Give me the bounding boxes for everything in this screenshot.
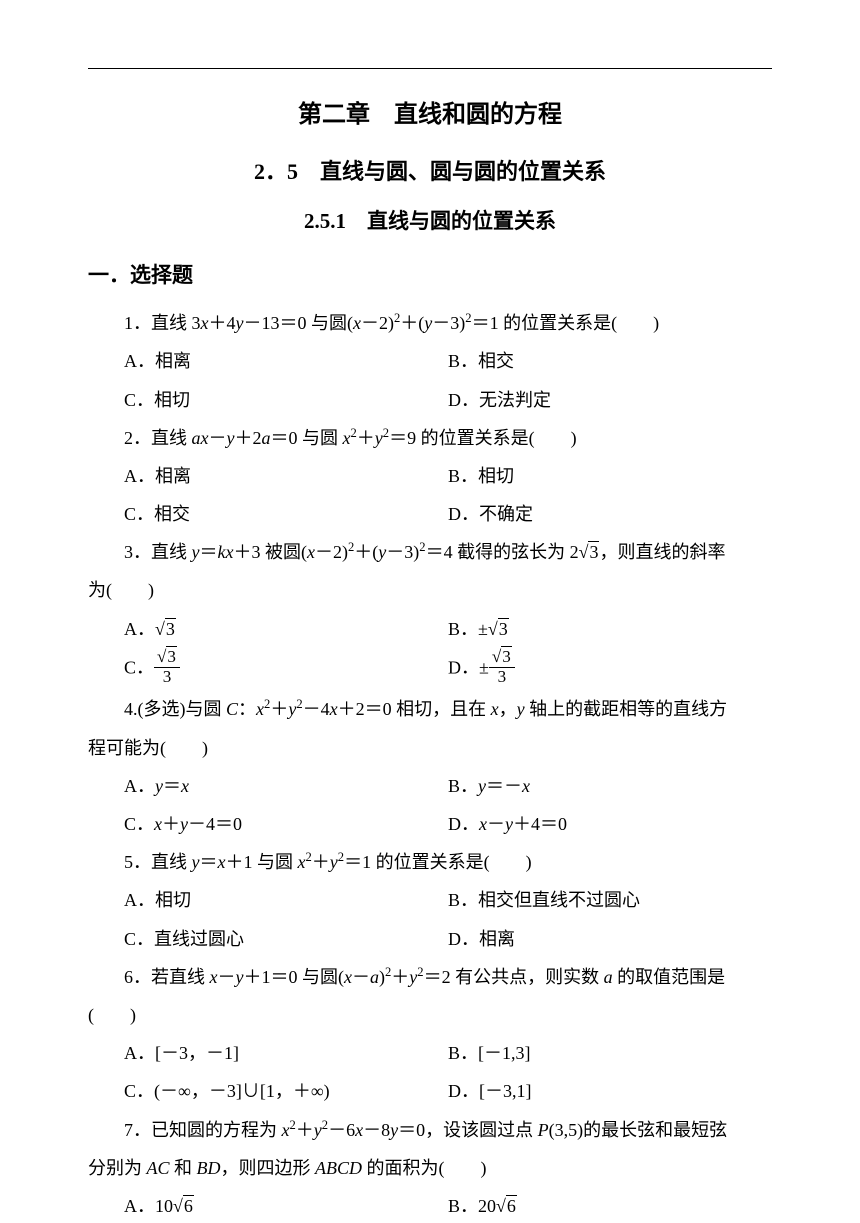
option: B．相切	[448, 459, 772, 493]
option: A．相离	[124, 344, 448, 378]
option: B．相交但直线不过圆心	[448, 883, 772, 917]
question-stem: 3．直线 y＝kx＋3 被圆(x－2)2＋(y－3)2＝4 截得的弦长为 2√3…	[88, 535, 772, 569]
question-stem: 4.(多选)与圆 C：x2＋y2－4x＋2＝0 相切，且在 x，y 轴上的截距相…	[88, 692, 772, 726]
question-continuation: 为( )	[88, 573, 772, 607]
option: D．±√33	[448, 650, 772, 689]
chapter-title: 第二章 直线和圆的方程	[88, 93, 772, 139]
question-stem: 2．直线 ax－y＋2a＝0 与圆 x2＋y2＝9 的位置关系是( )	[88, 421, 772, 455]
part-heading: 一．选择题	[88, 256, 772, 296]
option-row: C．相交D．不确定	[124, 497, 772, 531]
option-row: A．y＝xB．y＝－x	[124, 769, 772, 803]
option: C．(－∞，－3]∪[1，＋∞)	[124, 1074, 448, 1108]
option: D．[－3,1]	[448, 1074, 772, 1108]
option: B．±√3	[448, 612, 772, 646]
questions: 1．直线 3x＋4y－13＝0 与圆(x－2)2＋(y－3)2＝1 的位置关系是…	[88, 306, 772, 1223]
question-stem: 6．若直线 x－y＋1＝0 与圆(x－a)2＋y2＝2 有公共点，则实数 a 的…	[88, 960, 772, 994]
option-row: C．相切D．无法判定	[124, 383, 772, 417]
option: B．相交	[448, 344, 772, 378]
question-stem: 5．直线 y＝x＋1 与圆 x2＋y2＝1 的位置关系是( )	[88, 845, 772, 879]
question-continuation: ( )	[88, 998, 772, 1032]
question-stem: 1．直线 3x＋4y－13＝0 与圆(x－2)2＋(y－3)2＝1 的位置关系是…	[88, 306, 772, 340]
option: D．相离	[448, 922, 772, 956]
option-row: C．(－∞，－3]∪[1，＋∞)D．[－3,1]	[124, 1074, 772, 1108]
option: A．相离	[124, 459, 448, 493]
option: B．[－1,3]	[448, 1036, 772, 1070]
option: C．x＋y－4＝0	[124, 807, 448, 841]
option: D．无法判定	[448, 383, 772, 417]
option: C．√33	[124, 650, 448, 689]
option-row: A．相离B．相交	[124, 344, 772, 378]
question-continuation: 程可能为( )	[88, 731, 772, 765]
option: C．相交	[124, 497, 448, 531]
question-continuation: 分别为 AC 和 BD，则四边形 ABCD 的面积为( )	[88, 1151, 772, 1185]
option-row: A．相离B．相切	[124, 459, 772, 493]
section-title: 2．5 直线与圆、圆与圆的位置关系	[88, 151, 772, 193]
option: A．y＝x	[124, 769, 448, 803]
option-row: A．√3B．±√3	[124, 612, 772, 646]
option-row: A．相切B．相交但直线不过圆心	[124, 883, 772, 917]
option: B．20√6	[448, 1189, 772, 1223]
option: C．直线过圆心	[124, 922, 448, 956]
option: D．不确定	[448, 497, 772, 531]
option: A．[－3，－1]	[124, 1036, 448, 1070]
option: C．相切	[124, 383, 448, 417]
question-stem: 7．已知圆的方程为 x2＋y2－6x－8y＝0，设该圆过点 P(3,5)的最长弦…	[88, 1113, 772, 1147]
option-row: C．√33D．±√33	[124, 650, 772, 689]
option-row: C．直线过圆心D．相离	[124, 922, 772, 956]
top-rule	[88, 68, 772, 69]
subsection-title: 2.5.1 直线与圆的位置关系	[88, 202, 772, 242]
option-row: C．x＋y－4＝0D．x－y＋4＝0	[124, 807, 772, 841]
option: A．相切	[124, 883, 448, 917]
option: A．10√6	[124, 1189, 448, 1223]
option-row: A．[－3，－1]B．[－1,3]	[124, 1036, 772, 1070]
option: D．x－y＋4＝0	[448, 807, 772, 841]
option: B．y＝－x	[448, 769, 772, 803]
option: A．√3	[124, 612, 448, 646]
option-row: A．10√6B．20√6	[124, 1189, 772, 1223]
